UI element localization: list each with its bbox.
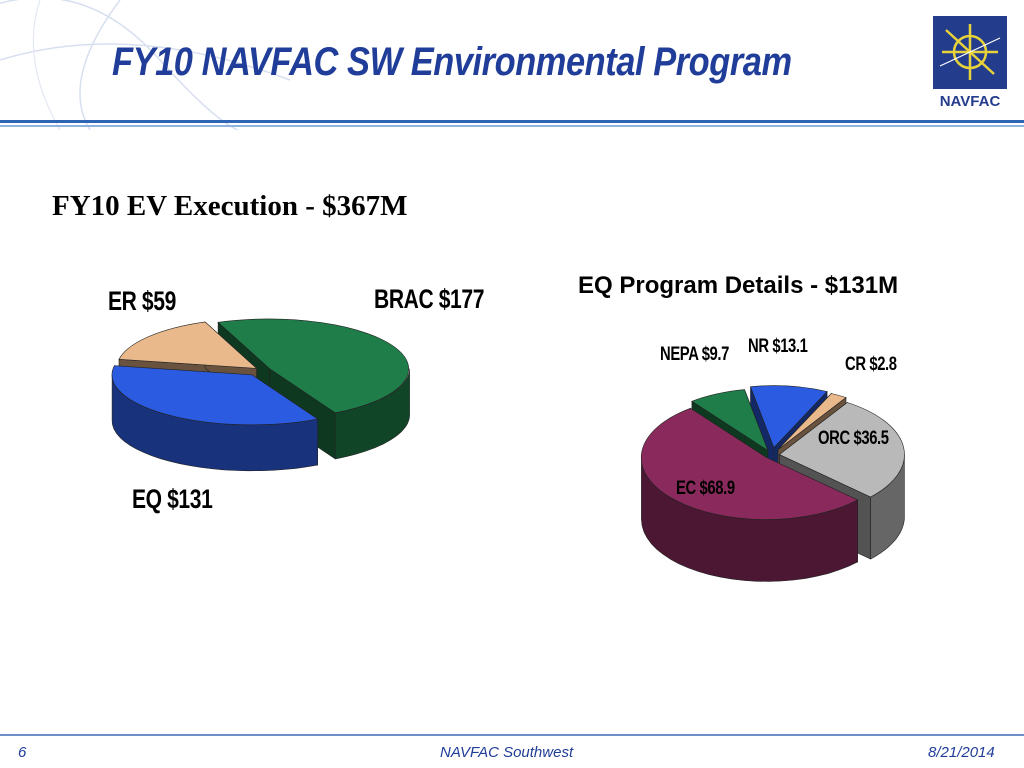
logo-text: NAVFAC xyxy=(940,93,1001,110)
pie-slice-er xyxy=(118,321,258,369)
chart-heading: FY10 EV Execution - $367M xyxy=(52,190,408,222)
pie2-label-nepa: NEPA $9.7 xyxy=(660,344,729,365)
pie-slice-brac xyxy=(217,318,409,414)
pie-slice-cr xyxy=(777,393,847,450)
pie-slice-ec xyxy=(641,407,859,520)
pie-slice-eq xyxy=(111,365,319,426)
pie2-label-nr: NR $13.1 xyxy=(748,336,808,357)
footer-date: 8/21/2014 xyxy=(928,744,995,761)
pie-slice-nr xyxy=(750,385,828,449)
slide-title: FY10 NAVFAC SW Environmental Program xyxy=(112,40,792,84)
footer-center-text: NAVFAC Southwest xyxy=(440,744,574,761)
header-rule-secondary xyxy=(0,125,1024,127)
header-rule xyxy=(0,120,1024,123)
pie2-label-cr: CR $2.8 xyxy=(845,354,897,375)
eq-details-pie xyxy=(641,385,905,582)
ev-execution-pie xyxy=(111,318,410,472)
footer-rule xyxy=(0,734,1024,736)
pie-slice-orc xyxy=(778,402,905,498)
navfac-logo: NAVFAC xyxy=(932,15,1010,112)
pie2-label-orc: ORC $36.5 xyxy=(818,428,889,449)
page-number: 6 xyxy=(18,744,27,761)
pie-slice-wall-brac xyxy=(335,368,410,460)
pie1-label-eq: EQ $131 xyxy=(132,484,213,514)
pie1-label-er: ER $59 xyxy=(108,286,176,316)
pie-slice-nepa xyxy=(691,389,769,452)
pie2-label-ec: EC $68.9 xyxy=(676,478,735,499)
background-arcs xyxy=(0,0,291,130)
eq-chart-title: EQ Program Details - $131M xyxy=(578,272,899,299)
pie1-label-brac: BRAC $177 xyxy=(374,284,485,314)
